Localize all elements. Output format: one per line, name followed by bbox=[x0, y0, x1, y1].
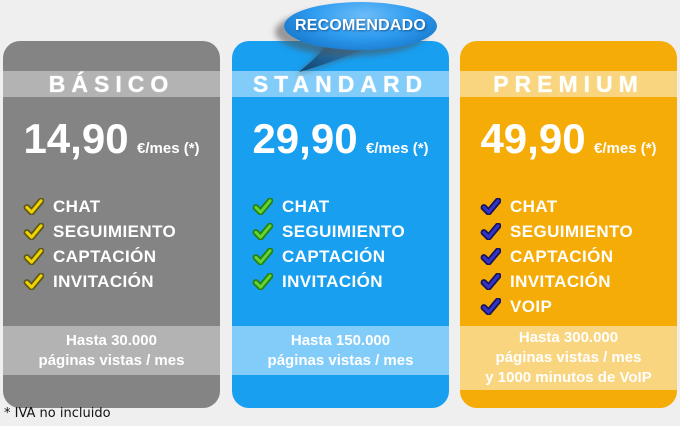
feature-item: CHAT bbox=[23, 194, 215, 219]
recommended-badge-label: RECOMENDADO bbox=[294, 17, 427, 34]
feature-label: CHAT bbox=[53, 196, 101, 216]
usage-limit-line: Hasta 300.000 bbox=[518, 329, 619, 346]
feature-item: SEGUIMIENTO bbox=[252, 219, 444, 244]
usage-limit-line: y 1000 minutos de VoIP bbox=[485, 369, 652, 386]
plan-price: 14,90 €/mes (*) bbox=[3, 115, 220, 163]
feature-list: CHAT SEGUIMIENTO CAPTACIÓN INVITACIÓN VO… bbox=[480, 194, 672, 319]
check-icon bbox=[480, 198, 501, 215]
price-period: €/mes (*) bbox=[137, 140, 200, 157]
feature-label: SEGUIMIENTO bbox=[510, 221, 634, 241]
usage-limit: Hasta 150.000 páginas vistas / mes bbox=[232, 326, 449, 375]
feature-item: INVITACIÓN bbox=[252, 269, 444, 294]
plan-name: STANDARD bbox=[252, 70, 429, 97]
usage-limit: Hasta 300.000 páginas vistas / mes y 100… bbox=[460, 326, 677, 390]
usage-limit-line: páginas vistas / mes bbox=[38, 351, 185, 369]
price-amount: 49,90 bbox=[480, 115, 586, 162]
plan-price: 29,90 €/mes (*) bbox=[232, 115, 449, 163]
check-icon bbox=[480, 223, 501, 240]
feature-item: INVITACIÓN bbox=[23, 269, 215, 294]
feature-label: CHAT bbox=[510, 196, 558, 216]
feature-list: CHAT SEGUIMIENTO CAPTACIÓN INVITACIÓN bbox=[252, 194, 444, 294]
feature-item: INVITACIÓN bbox=[480, 269, 672, 294]
feature-label: INVITACIÓN bbox=[282, 271, 383, 291]
plan-title-band: STANDARD bbox=[232, 71, 449, 97]
feature-label: SEGUIMIENTO bbox=[53, 221, 177, 241]
check-icon bbox=[23, 273, 44, 290]
feature-item: CAPTACIÓN bbox=[480, 244, 672, 269]
plan-card-standard[interactable]: STANDARD 29,90 €/mes (*) CHAT SEGUIMIENT… bbox=[232, 41, 449, 408]
plan-title-band: BÁSICO bbox=[3, 71, 220, 97]
feature-item: CAPTACIÓN bbox=[252, 244, 444, 269]
check-icon bbox=[252, 273, 273, 290]
vat-footnote: * IVA no incluido bbox=[4, 406, 111, 421]
feature-item: SEGUIMIENTO bbox=[480, 219, 672, 244]
usage-limit-line: Hasta 150.000 bbox=[290, 331, 391, 349]
feature-label: CAPTACIÓN bbox=[510, 246, 614, 266]
feature-label: CAPTACIÓN bbox=[282, 246, 386, 266]
feature-item: CHAT bbox=[480, 194, 672, 219]
feature-item: CAPTACIÓN bbox=[23, 244, 215, 269]
usage-limit-line: páginas vistas / mes bbox=[267, 351, 414, 369]
check-icon bbox=[252, 248, 273, 265]
feature-label: INVITACIÓN bbox=[53, 271, 154, 291]
feature-label: CAPTACIÓN bbox=[53, 246, 157, 266]
check-icon bbox=[23, 248, 44, 265]
check-icon bbox=[480, 248, 501, 265]
feature-item: SEGUIMIENTO bbox=[23, 219, 215, 244]
feature-label: VOIP bbox=[510, 296, 553, 316]
feature-label: SEGUIMIENTO bbox=[282, 221, 406, 241]
plan-card-basico[interactable]: BÁSICO 14,90 €/mes (*) CHAT SEGUIMIENTO … bbox=[3, 41, 220, 408]
check-icon bbox=[23, 223, 44, 240]
plan-name: PREMIUM bbox=[493, 70, 644, 97]
plan-card-premium[interactable]: PREMIUM 49,90 €/mes (*) CHAT SEGUIMIENTO… bbox=[460, 41, 677, 408]
price-period: €/mes (*) bbox=[594, 140, 657, 157]
feature-item: VOIP bbox=[480, 294, 672, 319]
check-icon bbox=[480, 273, 501, 290]
badge-tail bbox=[299, 43, 365, 72]
usage-limit-line: Hasta 30.000 bbox=[66, 331, 157, 349]
recommended-badge: RECOMENDADO bbox=[284, 2, 437, 50]
price-amount: 14,90 bbox=[23, 115, 129, 162]
price-amount: 29,90 bbox=[252, 115, 358, 162]
usage-limit-line: páginas vistas / mes bbox=[495, 349, 642, 366]
plan-name: BÁSICO bbox=[48, 70, 175, 97]
check-icon bbox=[23, 198, 44, 215]
feature-list: CHAT SEGUIMIENTO CAPTACIÓN INVITACIÓN bbox=[23, 194, 215, 294]
check-icon bbox=[252, 223, 273, 240]
plan-price: 49,90 €/mes (*) bbox=[460, 115, 677, 163]
price-period: €/mes (*) bbox=[366, 140, 429, 157]
check-icon bbox=[480, 298, 501, 315]
plan-title-band: PREMIUM bbox=[460, 71, 677, 97]
usage-limit: Hasta 30.000 páginas vistas / mes bbox=[3, 326, 220, 375]
feature-label: CHAT bbox=[282, 196, 330, 216]
feature-item: CHAT bbox=[252, 194, 444, 219]
check-icon bbox=[252, 198, 273, 215]
feature-label: INVITACIÓN bbox=[510, 271, 611, 291]
